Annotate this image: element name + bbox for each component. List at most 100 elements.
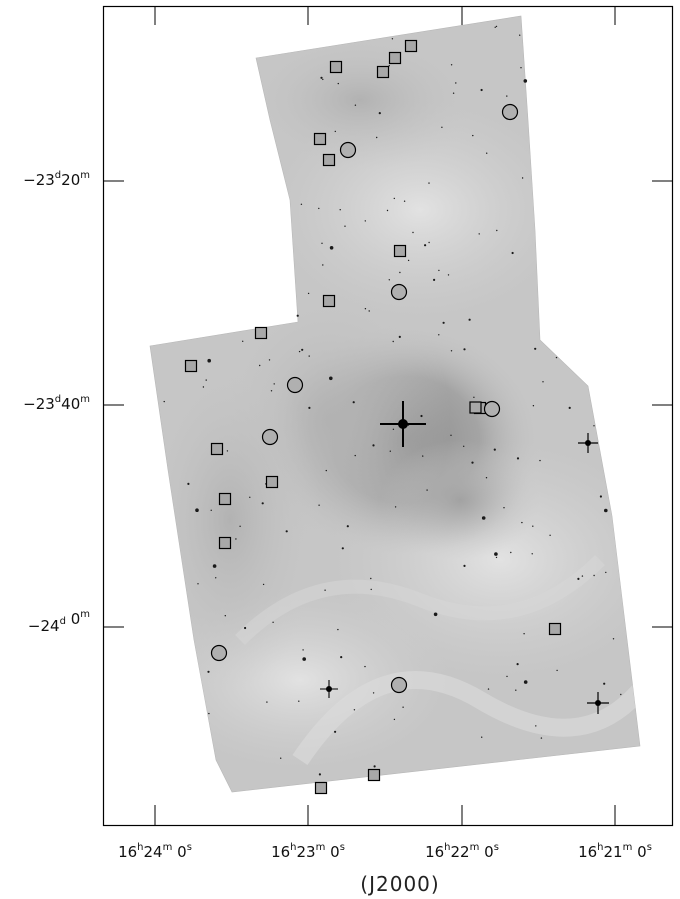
field-star	[603, 682, 606, 685]
field-star	[393, 718, 396, 721]
field-star	[620, 693, 622, 696]
field-star	[334, 730, 337, 733]
field-star	[420, 414, 423, 418]
field-star	[208, 712, 210, 715]
field-star	[438, 269, 440, 272]
square-marker	[469, 401, 482, 414]
field-star	[510, 551, 512, 554]
field-star	[296, 314, 299, 317]
x-tick-label: 16h21m 0s	[578, 842, 652, 861]
field-star	[285, 530, 288, 533]
field-star	[535, 725, 537, 727]
y-tick-labels: −23d20m −23d40m −24d 0m	[23, 170, 90, 635]
field-star	[473, 396, 475, 398]
y-tick-label: −23d20m	[23, 170, 90, 189]
field-star	[463, 348, 466, 351]
field-star	[494, 552, 498, 556]
field-star	[515, 689, 517, 691]
field-star	[370, 588, 372, 591]
circle-marker	[483, 400, 501, 418]
field-star	[532, 405, 535, 407]
field-star	[372, 692, 375, 694]
field-star	[273, 383, 275, 385]
field-star	[318, 207, 320, 210]
field-star	[534, 347, 537, 350]
field-star	[339, 209, 341, 211]
field-star	[318, 773, 321, 776]
square-marker	[254, 326, 268, 340]
field-star	[239, 525, 241, 527]
field-star	[298, 700, 300, 702]
field-star	[516, 457, 520, 460]
x-tick-label: 16h22m 0s	[425, 842, 499, 861]
field-star	[195, 508, 199, 512]
field-star	[487, 688, 490, 690]
square-marker	[376, 65, 390, 79]
field-star	[511, 251, 514, 255]
field-star	[329, 376, 333, 381]
field-star	[302, 649, 304, 651]
field-star	[521, 521, 523, 524]
field-star	[542, 381, 544, 383]
field-star	[259, 364, 261, 367]
field-star	[340, 656, 343, 659]
field-star	[224, 615, 226, 617]
circle-marker	[286, 376, 304, 394]
field-star	[391, 38, 394, 40]
field-star	[519, 34, 521, 36]
field-star	[207, 670, 210, 673]
field-star	[612, 638, 615, 640]
square-marker	[322, 153, 336, 167]
field-star	[422, 455, 424, 457]
field-star	[516, 663, 519, 666]
field-star	[197, 583, 199, 585]
field-star	[506, 95, 508, 97]
field-star	[262, 583, 265, 586]
field-star	[300, 203, 303, 205]
field-star	[368, 310, 370, 312]
field-star	[450, 64, 453, 66]
field-star	[372, 444, 375, 447]
field-star	[424, 244, 427, 247]
field-star	[523, 680, 528, 684]
square-marker	[393, 244, 407, 258]
square-marker	[322, 294, 336, 308]
circle-marker	[390, 283, 408, 301]
field-star	[235, 538, 237, 540]
field-star	[329, 246, 334, 250]
field-star	[399, 271, 401, 274]
field-star	[463, 564, 466, 568]
field-stars	[163, 25, 622, 776]
field-star	[428, 182, 430, 184]
field-star	[325, 469, 327, 472]
field-star	[298, 350, 301, 353]
bright-star-south	[320, 680, 338, 698]
field-star	[521, 177, 524, 179]
x-tick-label: 16h23m 0s	[271, 842, 345, 861]
field-star	[308, 406, 311, 409]
field-star	[493, 448, 496, 451]
y-tick-label: −24d 0m	[28, 609, 90, 635]
field-star	[268, 359, 271, 361]
square-marker	[210, 442, 224, 456]
field-star	[389, 450, 391, 452]
field-star	[388, 279, 390, 281]
field-star	[494, 26, 496, 28]
field-star	[334, 130, 336, 133]
square-marker	[265, 475, 279, 489]
square-marker	[404, 39, 418, 53]
field-star	[322, 78, 324, 81]
field-star	[441, 126, 443, 128]
field-star	[163, 400, 165, 403]
field-star	[280, 757, 282, 759]
field-star	[581, 575, 584, 577]
field-star	[450, 434, 452, 436]
field-star	[428, 241, 430, 244]
field-star	[463, 445, 465, 447]
field-star	[346, 525, 349, 528]
field-star	[471, 461, 474, 464]
field-star	[226, 450, 229, 452]
square-marker	[388, 51, 402, 65]
field-star	[478, 233, 480, 235]
